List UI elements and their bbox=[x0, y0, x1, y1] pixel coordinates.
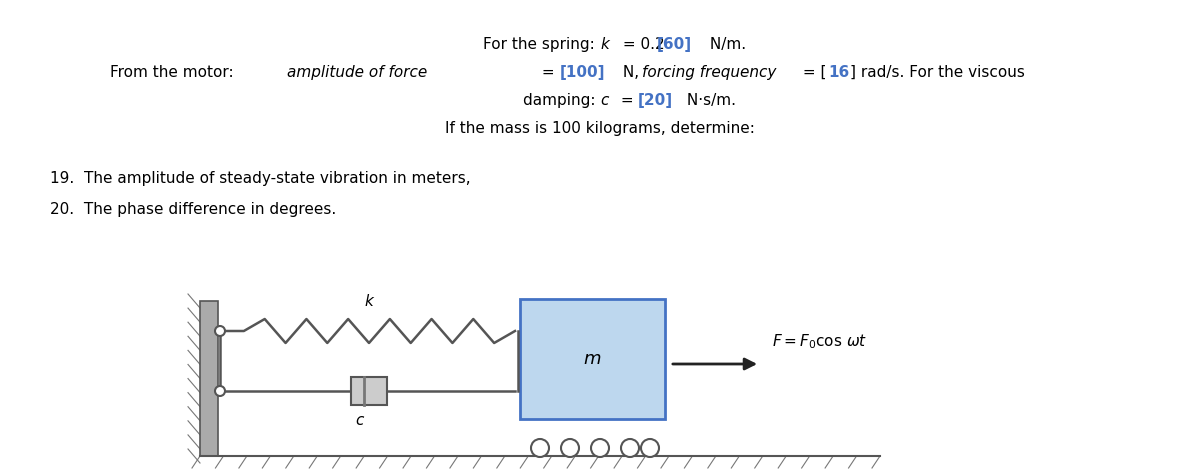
Circle shape bbox=[622, 439, 640, 457]
Text: [60]: [60] bbox=[658, 36, 692, 52]
Circle shape bbox=[215, 326, 226, 336]
FancyBboxPatch shape bbox=[520, 299, 665, 419]
Text: ] rad/s. For the viscous: ] rad/s. For the viscous bbox=[850, 64, 1025, 80]
Text: $c$: $c$ bbox=[600, 92, 610, 108]
Text: = [: = [ bbox=[798, 64, 827, 80]
Text: N·s/m.: N·s/m. bbox=[682, 92, 736, 108]
Text: forcing frequency: forcing frequency bbox=[642, 64, 776, 80]
Text: [20]: [20] bbox=[638, 92, 673, 108]
Text: $F = F_0 \cos\, \omega t$: $F = F_0 \cos\, \omega t$ bbox=[772, 333, 868, 351]
Text: =: = bbox=[538, 64, 559, 80]
Text: 19.  The amplitude of steady-state vibration in meters,: 19. The amplitude of steady-state vibrat… bbox=[50, 172, 470, 186]
Text: amplitude of force: amplitude of force bbox=[287, 64, 427, 80]
Circle shape bbox=[592, 439, 610, 457]
Circle shape bbox=[215, 386, 226, 396]
Bar bbox=[200, 301, 218, 456]
Circle shape bbox=[530, 439, 550, 457]
Text: 20.  The phase difference in degrees.: 20. The phase difference in degrees. bbox=[50, 201, 336, 217]
Text: N/m.: N/m. bbox=[706, 36, 746, 52]
Text: N,: N, bbox=[618, 64, 644, 80]
Text: 16: 16 bbox=[828, 64, 850, 80]
Text: If the mass is 100 kilograms, determine:: If the mass is 100 kilograms, determine: bbox=[445, 120, 755, 136]
Bar bbox=[352, 377, 386, 405]
Text: k: k bbox=[365, 294, 373, 309]
Text: damping:: damping: bbox=[523, 92, 600, 108]
Text: c: c bbox=[355, 413, 364, 428]
Text: For the spring:: For the spring: bbox=[484, 36, 600, 52]
Text: =: = bbox=[616, 92, 638, 108]
Text: [100]: [100] bbox=[560, 64, 606, 80]
Circle shape bbox=[562, 439, 580, 457]
Text: $k$: $k$ bbox=[600, 36, 611, 52]
Circle shape bbox=[641, 439, 659, 457]
Text: From the motor:: From the motor: bbox=[110, 64, 239, 80]
Text: m: m bbox=[583, 350, 601, 368]
Text: = 0.2: = 0.2 bbox=[618, 36, 665, 52]
